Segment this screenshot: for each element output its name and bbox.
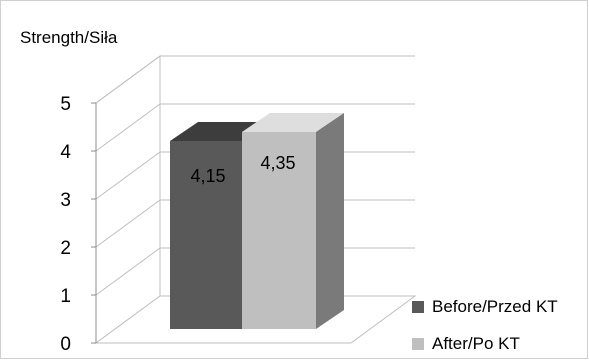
data-label-1: 4,35 (260, 153, 295, 173)
legend-label-after: After/Po KT (432, 334, 520, 353)
y-tick-label: 0 (60, 334, 71, 355)
legend-swatch-after (412, 338, 424, 350)
legend-item-before: Before/Przed KT (412, 297, 558, 317)
y-tick-label: 2 (60, 238, 71, 259)
y-tick-label: 3 (60, 190, 71, 211)
legend-swatch-before (412, 301, 424, 313)
y-axis-label: Strength/Siła (20, 28, 118, 47)
y-tick-label: 4 (60, 142, 71, 163)
gridline (95, 55, 415, 104)
bar-front-0 (170, 141, 242, 329)
bar-top-1 (242, 112, 344, 132)
bar-side-1 (316, 112, 344, 329)
legend-item-after: After/Po KT (412, 334, 520, 354)
legend-label-before: Before/Przed KT (432, 297, 558, 316)
side-wall (95, 55, 161, 344)
data-label-0: 4,15 (190, 166, 225, 186)
bar-front-1 (242, 131, 316, 329)
gridline (95, 103, 415, 152)
y-tick-label: 5 (60, 94, 71, 115)
y-tick-label: 1 (60, 286, 71, 307)
